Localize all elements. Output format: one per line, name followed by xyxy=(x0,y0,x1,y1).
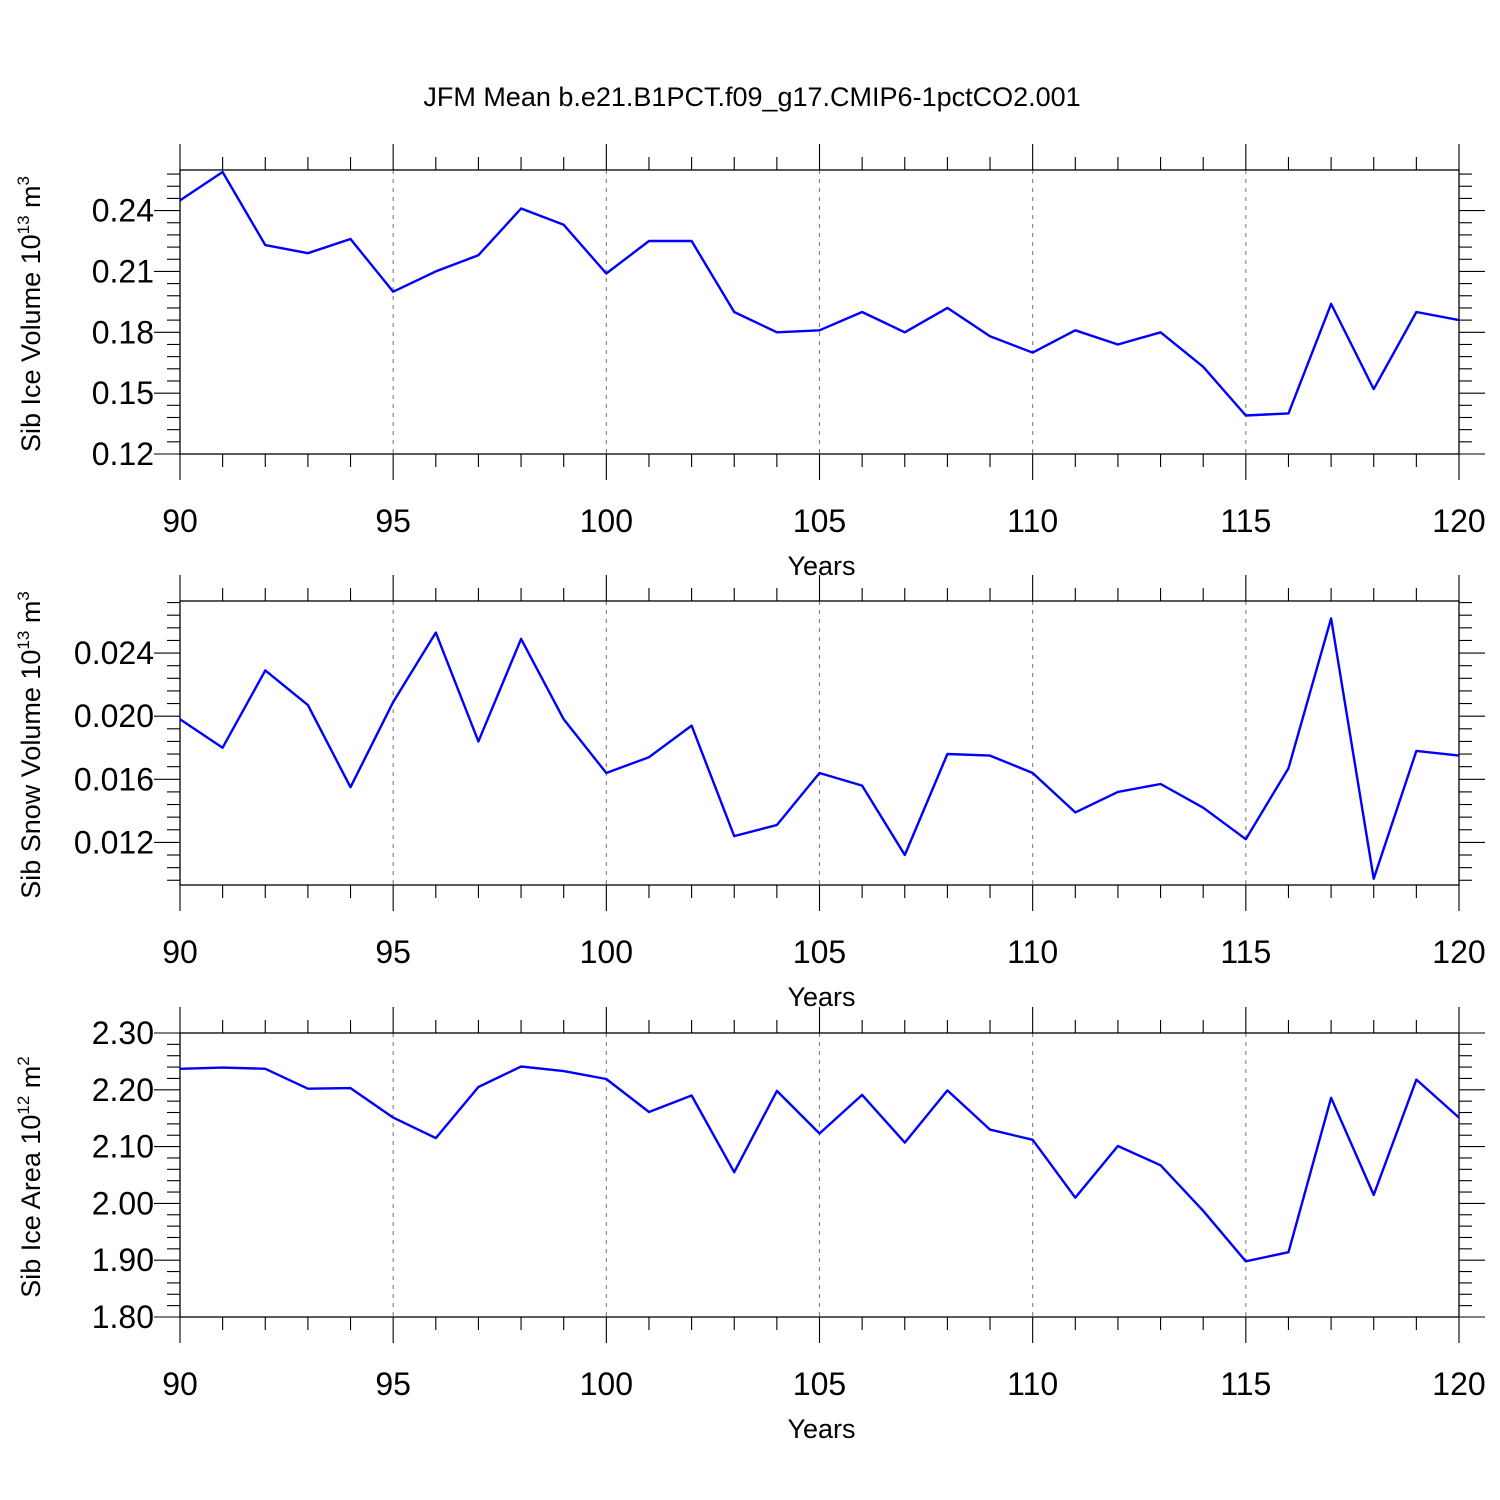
x-tick-label: 105 xyxy=(793,934,846,970)
plot-frame xyxy=(179,169,1460,455)
x-tick-label: 90 xyxy=(162,503,198,539)
y-axis-label-superscript: 3 xyxy=(14,591,33,600)
y-axis-label-part: m xyxy=(16,185,46,215)
y-tick-label: 2.10 xyxy=(92,1129,154,1165)
y-axis-label-superscript: 13 xyxy=(14,631,33,650)
y-tick-label: 0.18 xyxy=(92,314,154,350)
x-tick-label: 120 xyxy=(1432,1366,1485,1402)
panel-snow-volume: 0.012 0.016 0.020 0.024 90 95 100 105 110 115 120 Y… xyxy=(14,575,1486,1012)
plot-frame xyxy=(179,1032,1460,1318)
panel-ice-area: 1.80 1.90 2.00 2.10 2.20 2.30 90 95 100 105 110 115… xyxy=(14,1007,1486,1444)
chart-title: JFM Mean b.e21.B1PCT.f09_g17.CMIP6-1pctC… xyxy=(423,82,1080,112)
y-tick-label: 0.12 xyxy=(92,436,154,472)
y-tick-label: 0.21 xyxy=(92,253,154,289)
series-line xyxy=(179,617,1460,880)
x-tick-label: 110 xyxy=(1007,934,1058,970)
panel-ice-volume: 0.12 0.15 0.18 0.21 0.24 90 95 100 105 110 115 120 Y… xyxy=(14,144,1486,581)
y-tick-label: 0.020 xyxy=(74,698,154,734)
y-axis-label-superscript: 13 xyxy=(14,215,33,234)
x-tick-label: 115 xyxy=(1220,1366,1271,1402)
series-line xyxy=(179,1065,1460,1263)
x-tick-label: 105 xyxy=(793,503,846,539)
y-tick-label: 1.90 xyxy=(92,1242,154,1278)
y-axis-label-part: m xyxy=(16,601,46,631)
x-tick-label: 95 xyxy=(375,934,411,970)
x-tick-label: 115 xyxy=(1220,503,1271,539)
y-axis-label-superscript: 12 xyxy=(14,1096,33,1115)
x-axis-label: Years xyxy=(787,551,855,581)
y-tick-label: 2.00 xyxy=(92,1185,154,1221)
series-line xyxy=(179,170,1460,417)
x-tick-label: 120 xyxy=(1432,934,1485,970)
y-tick-label: 0.15 xyxy=(92,375,154,411)
x-tick-label: 110 xyxy=(1007,1366,1058,1402)
y-tick-label: 2.30 xyxy=(92,1015,154,1051)
x-tick-label: 90 xyxy=(162,1366,198,1402)
x-tick-label: 120 xyxy=(1432,503,1485,539)
y-axis-label-part: m xyxy=(16,1066,46,1096)
y-axis-label-superscript: 3 xyxy=(14,176,33,185)
y-tick-label: 2.20 xyxy=(92,1072,154,1108)
x-tick-label: 105 xyxy=(793,1366,846,1402)
x-tick-label: 100 xyxy=(580,934,633,970)
x-tick-label: 100 xyxy=(580,1366,633,1402)
y-tick-label: 0.24 xyxy=(92,193,154,229)
x-tick-label: 95 xyxy=(375,1366,411,1402)
x-tick-label: 115 xyxy=(1220,934,1271,970)
y-axis-label-part: Sib Snow Volume 10 xyxy=(16,650,46,899)
y-tick-label: 0.012 xyxy=(74,824,154,860)
x-tick-label: 90 xyxy=(162,934,198,970)
x-tick-label: 100 xyxy=(580,503,633,539)
y-axis-label-part: Sib Ice Area 10 xyxy=(16,1115,46,1298)
x-axis-label: Years xyxy=(787,1414,855,1444)
x-axis-label: Years xyxy=(787,982,855,1012)
x-tick-label: 110 xyxy=(1007,503,1058,539)
y-tick-label: 0.024 xyxy=(74,635,154,671)
y-tick-label: 1.80 xyxy=(92,1299,154,1335)
y-axis-label: Sib Ice Volume 1013 m3 xyxy=(14,176,46,452)
y-tick-label: 0.016 xyxy=(74,761,154,797)
y-axis-label-superscript: 2 xyxy=(14,1056,33,1065)
x-tick-label: 95 xyxy=(375,503,411,539)
y-axis-label: Sib Ice Area 1012 m2 xyxy=(14,1056,46,1298)
y-axis-label: Sib Snow Volume 1013 m3 xyxy=(14,591,46,899)
y-axis-label-part: Sib Ice Volume 10 xyxy=(16,234,46,452)
